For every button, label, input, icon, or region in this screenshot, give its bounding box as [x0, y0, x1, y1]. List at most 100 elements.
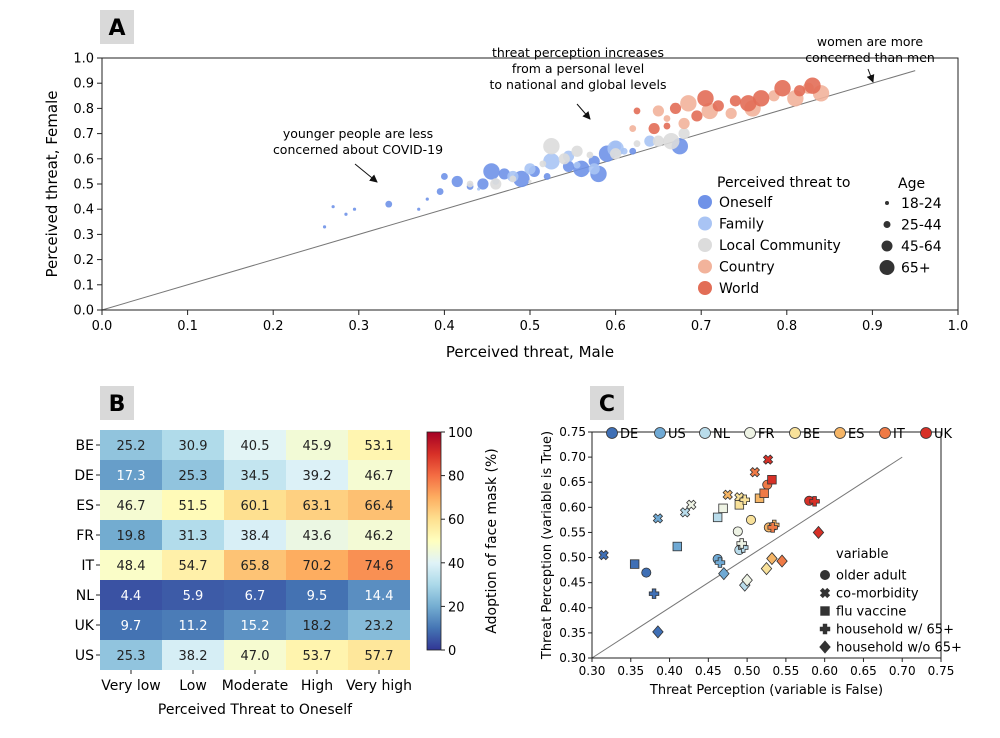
y-tick-label: 0.55 [559, 525, 586, 539]
point-it-plus [767, 522, 778, 533]
colorbar-tick-label: 0 [448, 644, 456, 659]
heatmap-value: 15.2 [241, 619, 270, 634]
heatmap-value: 46.2 [365, 529, 394, 544]
point-oneself [498, 168, 510, 180]
heatmap-row-label: BE [76, 438, 94, 454]
annotation-text: younger people are less [283, 126, 433, 141]
heatmap-value: 63.1 [303, 499, 332, 514]
point-world [691, 110, 703, 122]
heatmap-cell [224, 640, 286, 670]
heatmap-value: 70.2 [303, 559, 332, 574]
colorbar-tick-label: 100 [448, 426, 473, 441]
country-legend-marker [789, 427, 801, 439]
point-oneself [352, 207, 357, 211]
heatmap-value: 34.5 [241, 469, 270, 484]
variable-legend-marker [819, 640, 831, 654]
legend-label: World [719, 281, 759, 297]
country-legend-marker [834, 427, 846, 439]
heatmap-cell [162, 580, 224, 610]
point-local-community [586, 151, 594, 159]
point-world [752, 90, 770, 107]
point-oneself [331, 205, 335, 209]
heatmap-value: 25.3 [179, 469, 208, 484]
heatmap-value: 19.8 [117, 529, 146, 544]
heatmap-value: 66.4 [365, 499, 394, 514]
point-world [794, 85, 806, 97]
country-legend-label: DE [620, 427, 638, 442]
point-uk-plus [809, 496, 820, 507]
heatmap-cell [348, 580, 410, 610]
point-us-square [672, 541, 683, 552]
x-tick-label: 0.40 [656, 664, 683, 678]
point-local-community [509, 175, 517, 183]
point-oneself [483, 163, 500, 180]
heatmap-row-label: DE [74, 468, 94, 484]
heatmap-cell [348, 610, 410, 640]
y-tick-label: 0.0 [73, 304, 94, 319]
size-legend-marker [883, 221, 891, 228]
heatmap-value: 74.6 [365, 559, 394, 574]
x-tick-label: 0.70 [889, 664, 916, 678]
y-axis-label: Threat Perception (variable is True) [540, 431, 555, 660]
heatmap-value: 25.3 [117, 649, 146, 664]
heatmap-cell [348, 430, 410, 460]
annotation-text: threat perception increases [492, 45, 664, 60]
country-legend-marker [879, 427, 891, 439]
size-legend-label: 65+ [901, 261, 931, 277]
point-us-x [652, 513, 664, 524]
svg-text:A: A [108, 16, 125, 41]
y-tick-label: 0.6 [73, 152, 94, 167]
country-legend-label: NL [713, 427, 731, 442]
point-local-community [543, 138, 560, 155]
point-world [648, 122, 660, 135]
heatmap-cell [348, 640, 410, 670]
heatmap-cell [162, 640, 224, 670]
y-tick-label: 0.7 [73, 127, 94, 142]
heatmap-cell [224, 520, 286, 550]
heatmap-value: 54.7 [179, 559, 208, 574]
point-local-community [678, 128, 690, 140]
x-marker-shape [749, 467, 761, 478]
y-tick-label: 0.70 [559, 450, 586, 464]
panel-label-b: B [100, 386, 134, 420]
size-legend-label: 25-44 [901, 218, 942, 234]
heatmap-cell [286, 430, 348, 460]
point-de-square [629, 559, 640, 569]
heatmap-value: 53.1 [365, 439, 394, 454]
country-legend-marker [654, 427, 666, 439]
point-oneself [451, 175, 463, 188]
heatmap-value: 38.2 [179, 649, 208, 664]
y-tick-label: 0.40 [559, 601, 586, 615]
heatmap-cell [162, 430, 224, 460]
heatmap-value: 53.7 [303, 649, 332, 664]
heatmap-cell [286, 460, 348, 490]
x-marker-shape [762, 454, 774, 465]
point-oneself [441, 173, 448, 180]
heatmap-cell [286, 610, 348, 640]
point-world [633, 107, 641, 115]
y-tick-label: 0.50 [559, 551, 586, 565]
country-legend-marker [920, 427, 932, 439]
legend-label: Local Community [719, 238, 841, 254]
heatmap-value: 57.7 [365, 649, 394, 664]
heatmap-col-label: Very low [101, 678, 161, 694]
y-tick-label: 0.30 [559, 651, 586, 665]
annotation-text: from a personal level [512, 61, 644, 76]
country-legend-label: ES [848, 427, 864, 442]
annotation-arrow [354, 163, 378, 183]
x-marker-shape [679, 507, 691, 518]
point-family [524, 163, 536, 175]
x-marker-shape [722, 489, 733, 500]
country-legend-label: US [668, 427, 686, 442]
point-world [740, 95, 757, 112]
x-tick-label: 0.9 [862, 319, 883, 334]
y-tick-label: 0.1 [73, 278, 94, 293]
heatmap-value: 23.2 [365, 619, 394, 634]
x-marker-shape [819, 587, 831, 599]
point-family [644, 135, 656, 147]
heatmap-value: 39.2 [303, 469, 332, 484]
heatmap-value: 4.4 [121, 589, 142, 604]
size-legend-label: 45-64 [901, 239, 942, 255]
point-local-community [633, 140, 641, 148]
heatmap-value: 18.2 [303, 619, 332, 634]
